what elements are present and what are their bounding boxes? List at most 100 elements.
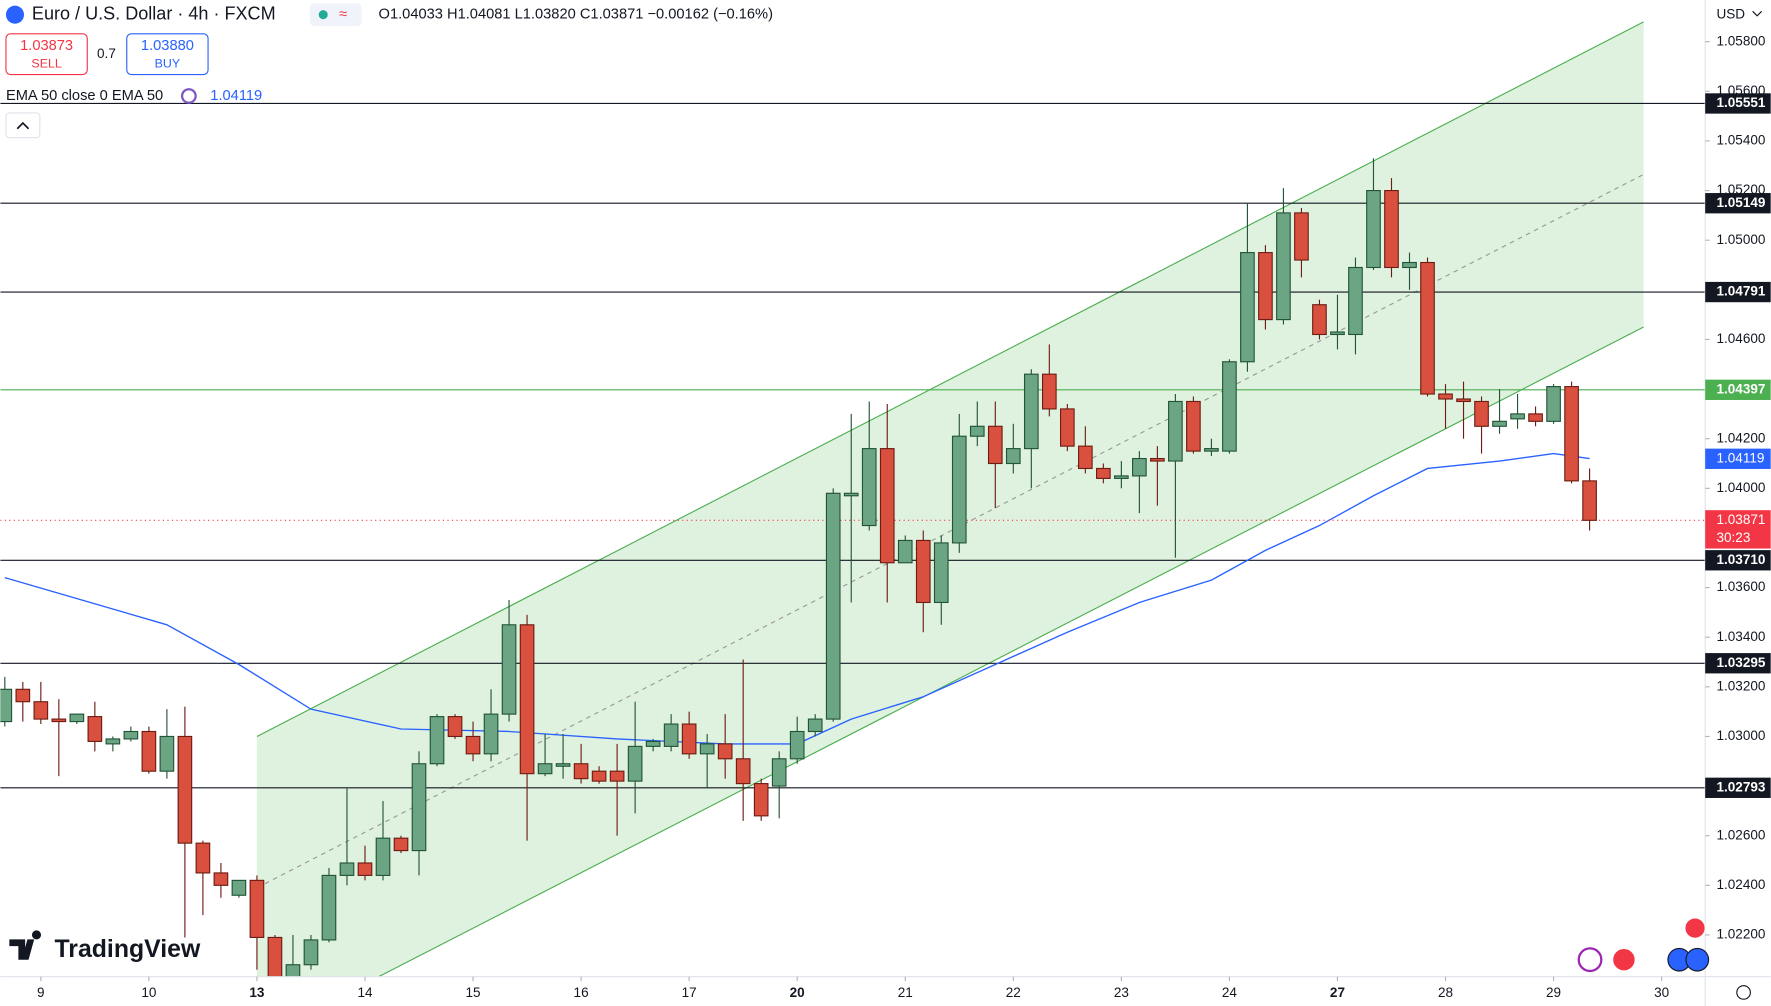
- candle-body: [1258, 252, 1273, 321]
- market-open-dot: [318, 10, 328, 20]
- candle-body: [321, 874, 337, 941]
- level-label: 1.03295: [1716, 655, 1765, 670]
- candle-body: [771, 758, 787, 787]
- x-tick-label: 22: [1006, 985, 1021, 1000]
- candle-body: [555, 763, 571, 767]
- x-tick-label: 21: [898, 985, 913, 1000]
- x-tick-label: 16: [574, 985, 589, 1000]
- symbol-icon: [5, 5, 25, 24]
- candle-body: [591, 770, 607, 782]
- candle-body: [429, 716, 445, 765]
- candle-body: [951, 435, 967, 544]
- candle-body: [1005, 448, 1021, 465]
- logo-text: TradingView: [55, 936, 201, 963]
- y-tick-label: 1.04200: [1716, 430, 1765, 445]
- candle-body: [825, 492, 841, 720]
- channel-lower: [377, 326, 1644, 977]
- candle-body: [411, 763, 427, 852]
- candle-body: [1366, 190, 1381, 269]
- candle-body: [375, 837, 391, 876]
- y-tick-label: 1.05000: [1716, 232, 1765, 247]
- candle-body: [249, 879, 265, 939]
- candle-body: [1222, 361, 1237, 452]
- candle-body: [699, 743, 715, 755]
- candle-body: [267, 936, 283, 977]
- candle-body: [645, 740, 661, 747]
- y-tick-label: 1.03000: [1716, 728, 1765, 743]
- y-tick-label: 1.05800: [1716, 33, 1765, 48]
- candle-body: [87, 716, 103, 742]
- y-tick-label: 1.03600: [1716, 579, 1765, 594]
- candle-body: [1474, 400, 1489, 427]
- candle-body: [177, 735, 193, 844]
- currency-dropdown[interactable]: [1752, 10, 1763, 17]
- candle-body: [627, 745, 643, 782]
- level-label: 1.04397: [1716, 381, 1765, 396]
- indicator-value: 1.04119: [210, 88, 262, 104]
- x-tick-label: 14: [357, 985, 373, 1000]
- candle-body: [1041, 373, 1057, 410]
- candle-body: [1059, 408, 1075, 447]
- candle-body: [609, 770, 625, 782]
- candle-body: [879, 448, 895, 564]
- symbol-title: Euro / U.S. Dollar · 4h · FXCM: [32, 3, 276, 23]
- candle-body: [1114, 475, 1129, 479]
- candle-body: [33, 701, 49, 720]
- settings-icon[interactable]: [1736, 985, 1751, 1000]
- buy-button[interactable]: [126, 33, 209, 76]
- candle-body: [1096, 467, 1111, 479]
- candle-body: [1294, 212, 1309, 261]
- candle-body: [1528, 413, 1543, 422]
- candle-body: [285, 964, 301, 977]
- flag-icon[interactable]: [1684, 917, 1706, 939]
- x-tick-label: 9: [37, 985, 45, 1000]
- x-tick-label: 13: [249, 985, 265, 1000]
- candle-body: [915, 539, 931, 604]
- y-tick-label: 1.02200: [1716, 927, 1765, 942]
- candle-body: [1168, 400, 1183, 462]
- candle-body: [519, 624, 535, 775]
- collapse-button[interactable]: [5, 112, 41, 139]
- y-tick-label: 1.04600: [1716, 331, 1765, 346]
- x-tick-label: 27: [1330, 985, 1345, 1000]
- buy-label: BUY: [155, 57, 181, 71]
- last-price-bg: [1705, 510, 1771, 549]
- flag-icon[interactable]: [1612, 947, 1636, 972]
- last-price-label: 1.03871: [1716, 512, 1765, 527]
- candle-body: [861, 448, 877, 527]
- candle-body: [1402, 261, 1417, 269]
- channel-mid: [256, 173, 1644, 889]
- candle-body: [1132, 457, 1147, 477]
- level-label-bg: [1705, 777, 1771, 798]
- x-tick-label: 23: [1114, 985, 1129, 1000]
- ema-label-bg: [1705, 448, 1771, 469]
- y-tick-label: 1.05400: [1716, 133, 1765, 148]
- ema-line: [4, 452, 1590, 745]
- y-tick-label: 1.04000: [1716, 480, 1765, 495]
- candle-body: [1492, 420, 1507, 427]
- level-label-bg: [1705, 653, 1771, 674]
- candle-body: [195, 842, 211, 874]
- ohlc: O1.04033 H1.04081 L1.03820 C1.03871 −0.0…: [379, 7, 773, 23]
- x-tick-label: 17: [682, 985, 697, 1000]
- candle-body: [15, 688, 31, 703]
- x-tick-label: 30: [1654, 985, 1669, 1000]
- candle-body: [1023, 373, 1039, 450]
- candle-body: [51, 718, 67, 723]
- channel-upper: [256, 21, 1644, 737]
- candle-body: [681, 723, 697, 755]
- candle-body: [807, 718, 823, 733]
- candle-body: [1240, 252, 1255, 363]
- sell-button[interactable]: [5, 33, 88, 76]
- candle-body: [1420, 261, 1435, 395]
- event-icon[interactable]: [1577, 947, 1603, 973]
- candle-body: [303, 939, 319, 966]
- indicator-icon[interactable]: [180, 88, 197, 104]
- level-label: 1.03710: [1716, 552, 1765, 567]
- x-tick-label: 28: [1438, 985, 1453, 1000]
- status-pill[interactable]: [309, 3, 362, 26]
- x-tick-label: 24: [1222, 985, 1238, 1000]
- flag-icon[interactable]: [1685, 947, 1710, 972]
- candle-body: [1582, 480, 1597, 521]
- candle-body: [0, 688, 13, 723]
